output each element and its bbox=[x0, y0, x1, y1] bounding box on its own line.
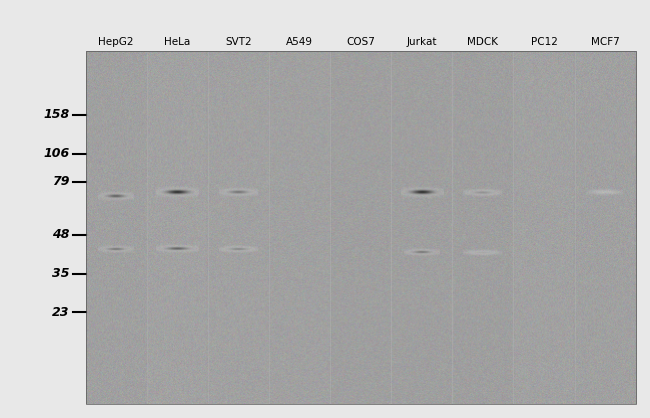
FancyBboxPatch shape bbox=[87, 51, 146, 404]
Text: MDCK: MDCK bbox=[467, 37, 499, 47]
FancyBboxPatch shape bbox=[86, 51, 636, 404]
Text: 79: 79 bbox=[52, 175, 70, 188]
Text: SVT2: SVT2 bbox=[225, 37, 252, 47]
Text: 158: 158 bbox=[43, 108, 70, 121]
FancyBboxPatch shape bbox=[393, 51, 451, 404]
FancyBboxPatch shape bbox=[148, 51, 207, 404]
Text: A549: A549 bbox=[286, 37, 313, 47]
Text: COS7: COS7 bbox=[346, 37, 375, 47]
FancyBboxPatch shape bbox=[454, 51, 512, 404]
Text: PC12: PC12 bbox=[530, 37, 558, 47]
Text: 106: 106 bbox=[43, 147, 70, 160]
Text: Jurkat: Jurkat bbox=[406, 37, 437, 47]
FancyBboxPatch shape bbox=[270, 51, 329, 404]
Text: 48: 48 bbox=[52, 228, 70, 241]
Text: HeLa: HeLa bbox=[164, 37, 190, 47]
Text: 23: 23 bbox=[52, 306, 70, 319]
FancyBboxPatch shape bbox=[515, 51, 573, 404]
Text: HepG2: HepG2 bbox=[98, 37, 134, 47]
Text: MCF7: MCF7 bbox=[591, 37, 619, 47]
FancyBboxPatch shape bbox=[576, 51, 634, 404]
FancyBboxPatch shape bbox=[332, 51, 390, 404]
FancyBboxPatch shape bbox=[209, 51, 268, 404]
Text: 35: 35 bbox=[52, 267, 70, 280]
